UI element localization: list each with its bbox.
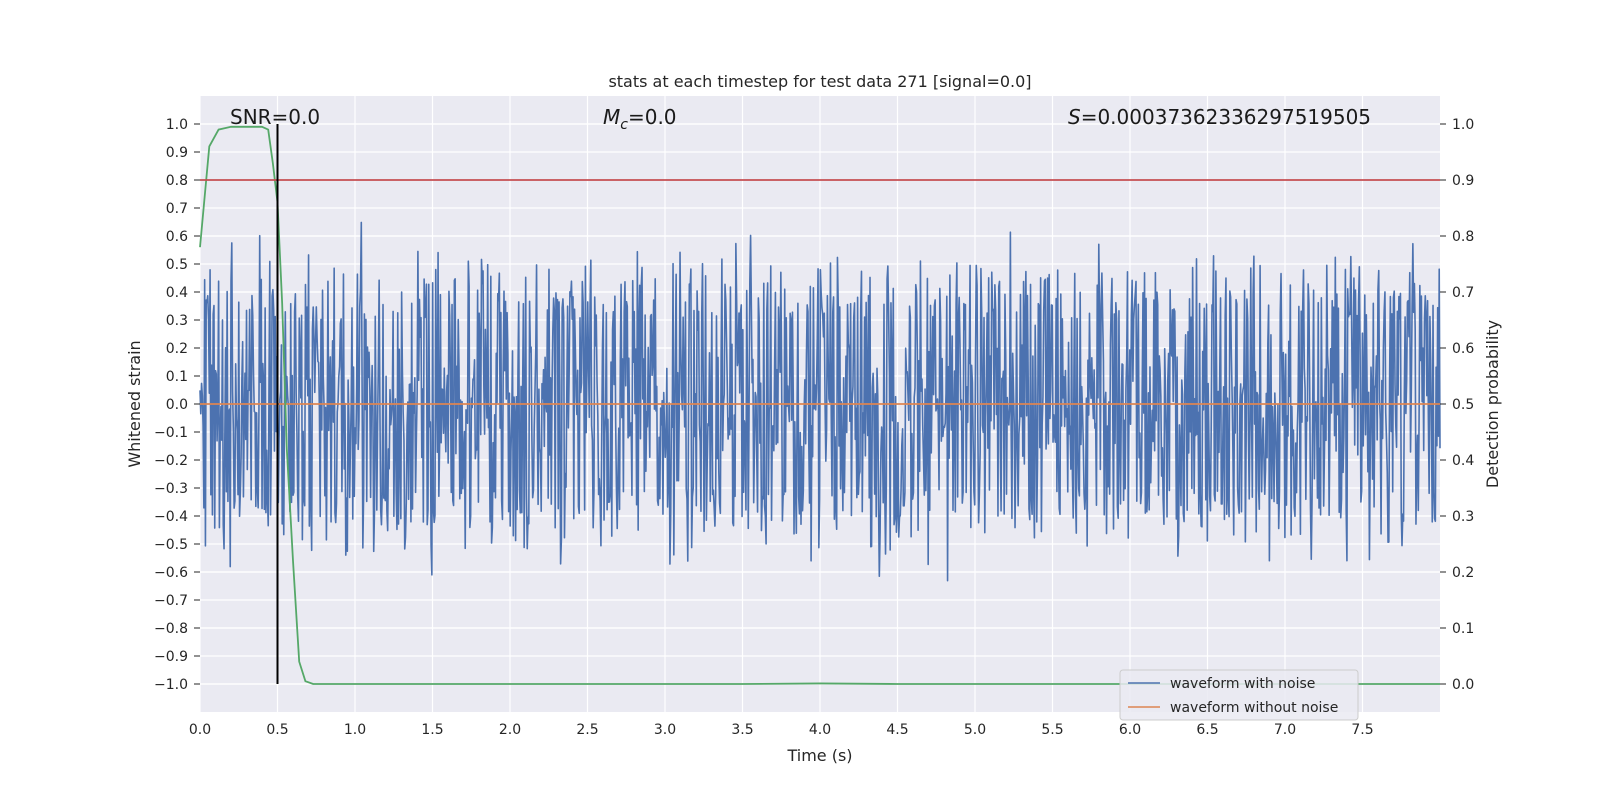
y-tick-label: −0.6 (154, 565, 188, 581)
y2-tick-labels: 1.0 0.9 0.8 0.7 0.6 0.5 0.4 0.3 0.2 0.1 0.0 (1440, 117, 1474, 693)
x-tick-label: 4.5 (886, 722, 908, 738)
chart-title: stats at each timestep for test data 271… (608, 72, 1031, 91)
legend-box (1119, 669, 1359, 721)
y2-tick-label: 0.9 (1452, 173, 1474, 189)
s-symbol: S (1068, 105, 1081, 129)
series-waveform-with-noise (199, 221, 1441, 582)
y-tick-label: 1.0 (166, 117, 188, 133)
x-tick-label: 3.0 (654, 722, 676, 738)
y2-axis-label: Detection probability (1483, 320, 1502, 488)
snr-annotation: SNR=0.0 (230, 105, 320, 129)
y-tick-label: −0.8 (154, 621, 188, 637)
s-value: =0.00037362336297519505 (1081, 105, 1371, 129)
legend: waveform with noise waveform without noi… (1119, 669, 1359, 721)
y-tick-label: 0.1 (166, 369, 188, 385)
y-tick-label: 0.6 (166, 229, 188, 245)
y-tick-label: 0.8 (166, 173, 188, 189)
y-tick-label: 0.4 (166, 285, 188, 301)
y-tick-label: −0.9 (154, 649, 188, 665)
y2-tick-label: 0.8 (1452, 229, 1474, 245)
x-tick-labels: 0.0 0.5 1.0 1.5 2.0 2.5 3.0 3.5 4.0 4.5 5.0 5.5 6.0 6… (189, 722, 1374, 738)
y-tick-label: 0.2 (166, 341, 188, 357)
x-tick-label: 6.5 (1196, 722, 1218, 738)
y-tick-label: −0.7 (154, 593, 188, 609)
y2-tick-label: 0.6 (1452, 341, 1474, 357)
x-tick-label: 0.0 (189, 722, 211, 738)
x-tick-label: 7.0 (1274, 722, 1296, 738)
y-tick-label: −0.1 (154, 425, 188, 441)
legend-label-noise: waveform with noise (1170, 676, 1315, 692)
x-tick-label: 5.5 (1041, 722, 1063, 738)
y-tick-label: −0.2 (154, 453, 188, 469)
series-detection-probability (199, 125, 1440, 685)
x-tick-label: 1.0 (344, 722, 366, 738)
y-tick-label: −1.0 (154, 677, 188, 693)
y-tick-label: −0.4 (154, 509, 188, 525)
x-tick-label: 0.5 (266, 722, 288, 738)
x-tick-label: 5.0 (964, 722, 986, 738)
x-tick-label: 2.5 (576, 722, 598, 738)
y-tick-label: −0.5 (154, 537, 188, 553)
x-tick-label: 4.0 (809, 722, 831, 738)
y2-tick-label: 0.0 (1452, 677, 1474, 693)
y-tick-label: 0.0 (166, 397, 188, 413)
x-axis-label: Time (s) (786, 746, 852, 765)
y2-tick-label: 0.4 (1452, 453, 1474, 469)
chirp-mass-annotation: Mc=0.0 (603, 105, 677, 133)
y-tick-labels: 1.0 0.9 0.8 0.7 0.6 0.5 0.4 0.3 0.2 0.1 0.0 −0.1 −0.… (154, 117, 200, 693)
y-tick-label: 0.9 (166, 145, 188, 161)
y2-tick-label: 0.3 (1452, 509, 1474, 525)
y2-tick-label: 0.7 (1452, 285, 1474, 301)
s-annotation: S=0.00037362336297519505 (1068, 105, 1371, 129)
y2-tick-label: 0.2 (1452, 565, 1474, 581)
line-series (199, 124, 1440, 685)
x-tick-label: 1.5 (421, 722, 443, 738)
y-tick-label: 0.3 (166, 313, 188, 329)
y-tick-label: −0.3 (154, 481, 188, 497)
noise-series (199, 221, 1441, 582)
x-tick-label: 3.5 (731, 722, 753, 738)
y-tick-label: 0.5 (166, 257, 188, 273)
y2-tick-label: 0.5 (1452, 397, 1474, 413)
x-tick-label: 7.5 (1351, 722, 1373, 738)
chirp-mass-subscript: c (620, 117, 628, 133)
legend-label-clean: waveform without noise (1170, 700, 1338, 716)
x-tick-label: 2.0 (499, 722, 521, 738)
y-tick-label: 0.7 (166, 201, 188, 217)
y2-tick-label: 0.1 (1452, 621, 1474, 637)
chirp-mass-value: =0.0 (628, 105, 677, 129)
chirp-mass-symbol: M (603, 105, 620, 129)
x-tick-label: 6.0 (1119, 722, 1141, 738)
y-axis-label: Whitened strain (125, 340, 144, 467)
y2-tick-label: 1.0 (1452, 117, 1474, 133)
